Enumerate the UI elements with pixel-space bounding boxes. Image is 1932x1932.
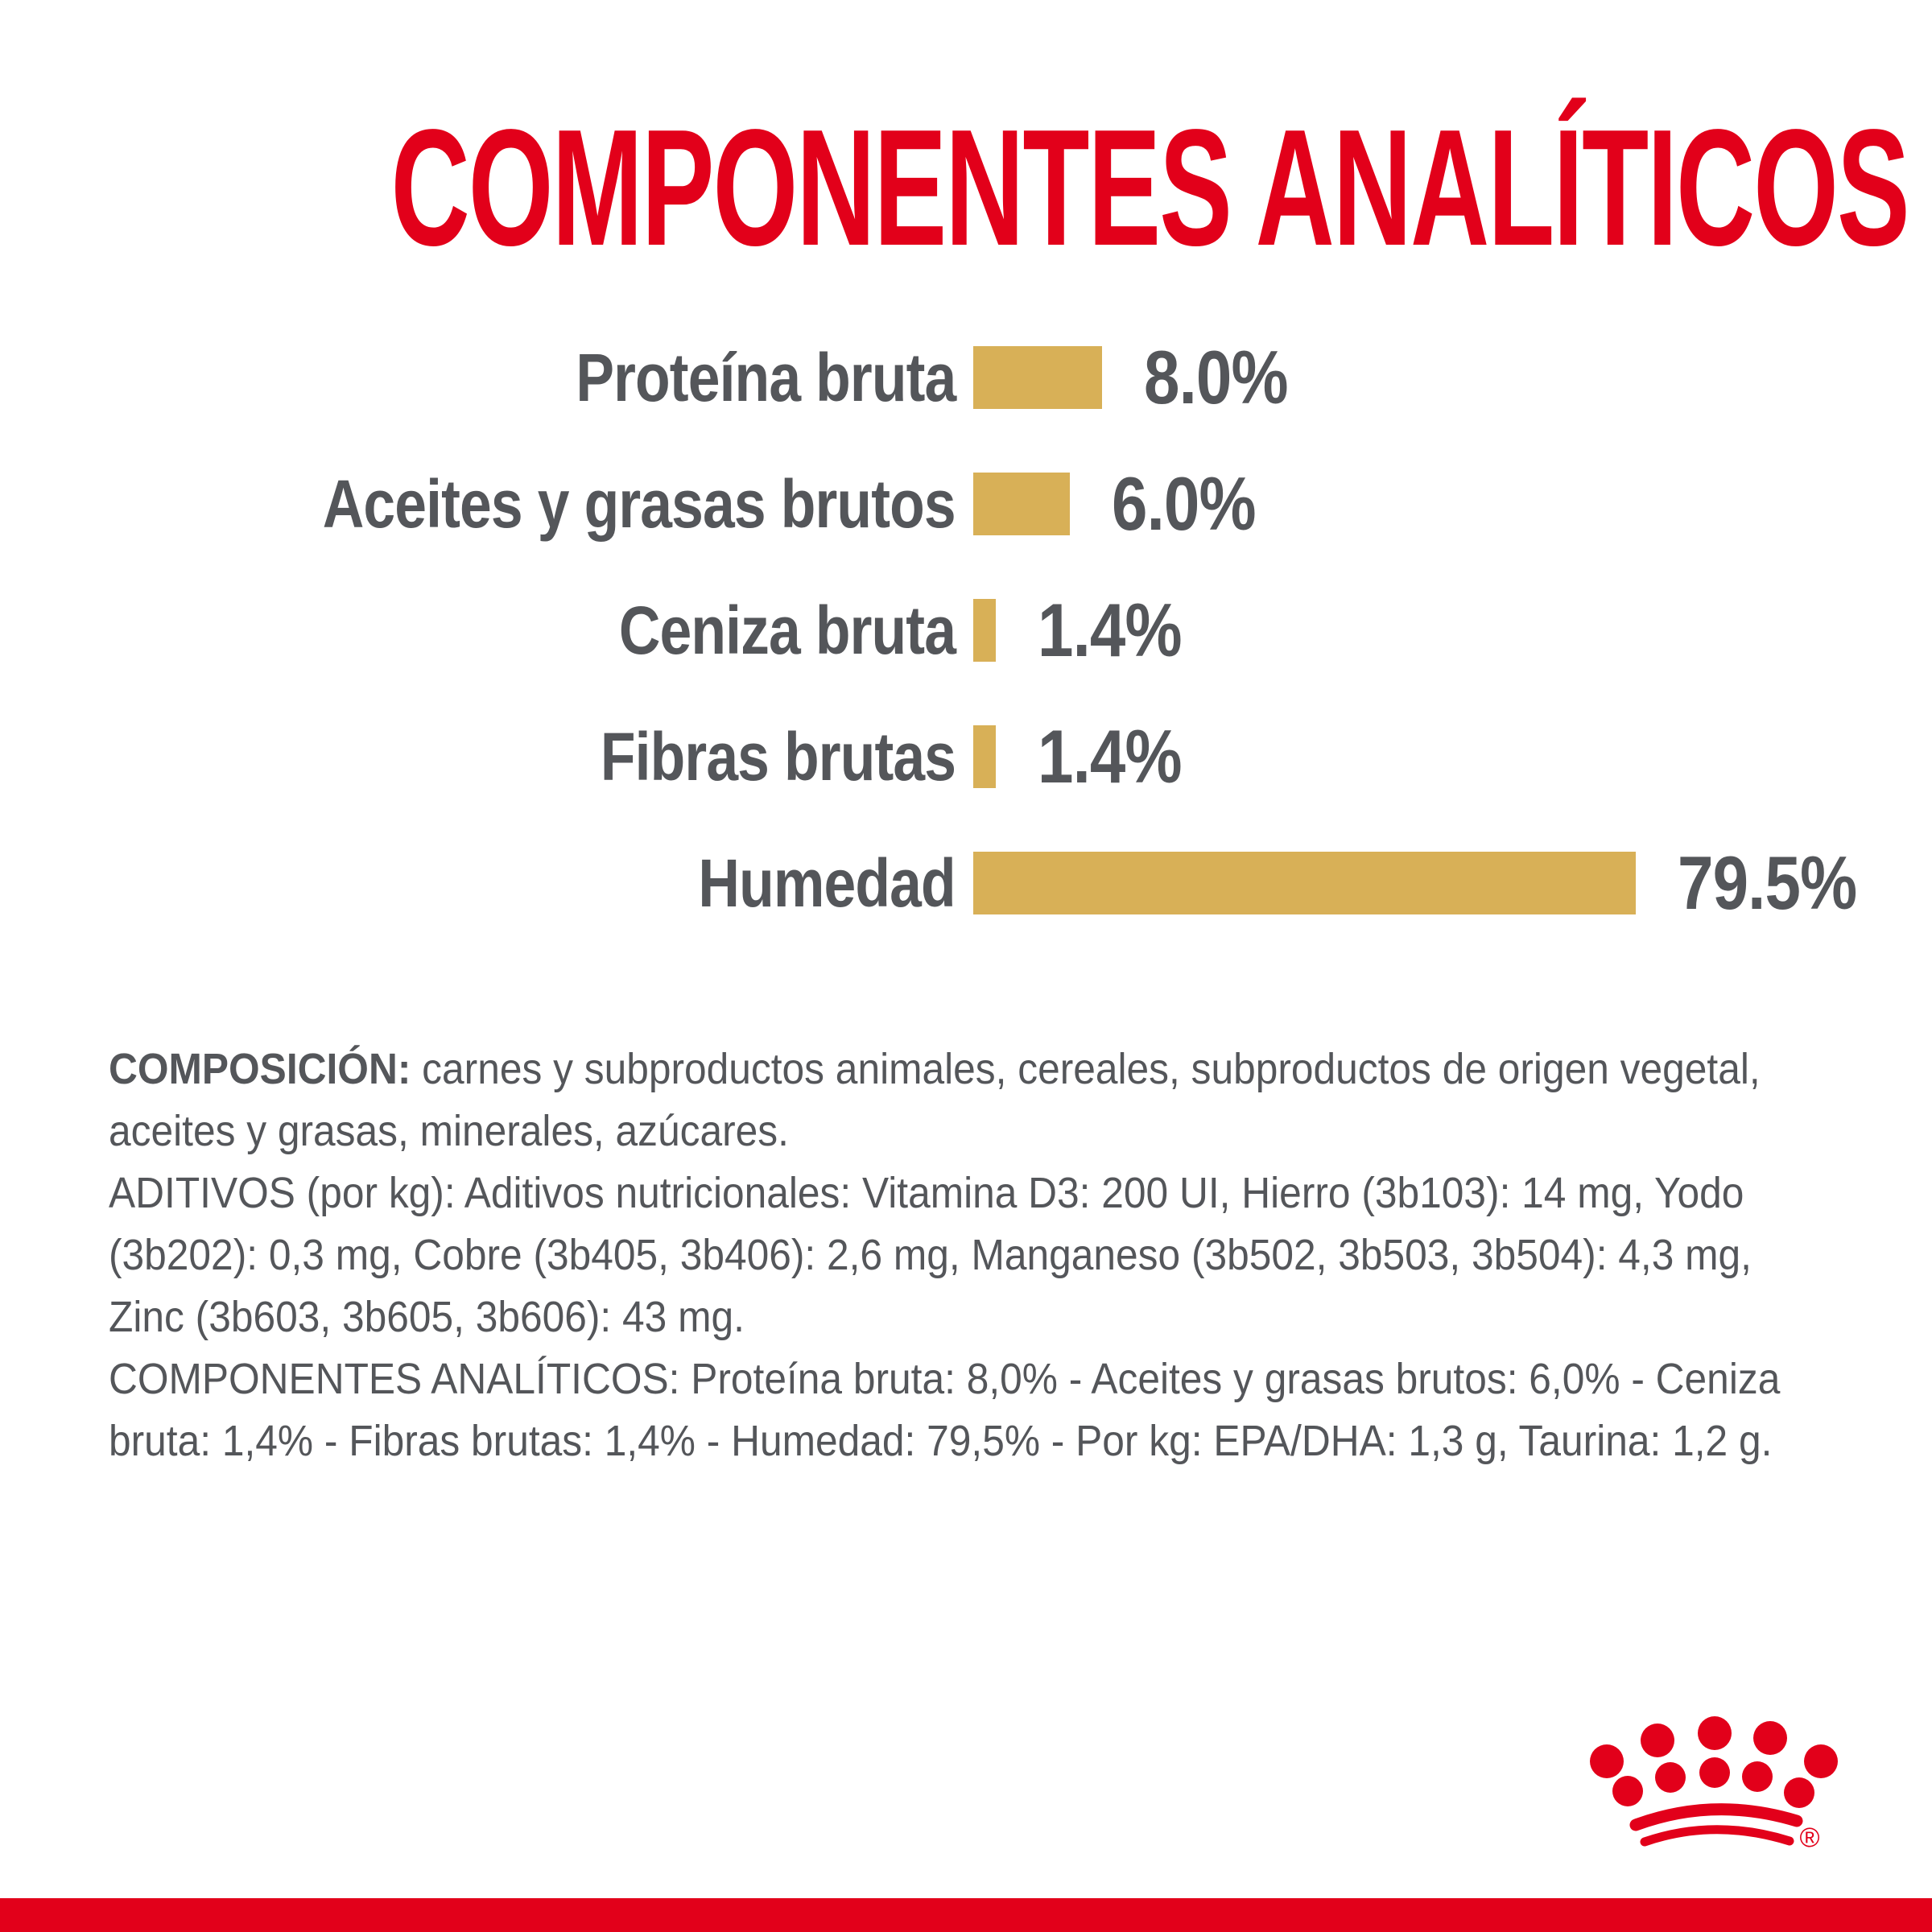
crown-dot — [1655, 1762, 1686, 1793]
bar-value: 79.5% — [1678, 840, 1857, 925]
bar-label-cell: Ceniza bruta — [0, 592, 956, 670]
bar-label-cell: Humedad — [0, 844, 956, 923]
bar-label: Ceniza bruta — [618, 592, 956, 668]
bar — [973, 725, 996, 788]
crown-dot — [1753, 1721, 1787, 1755]
composition-text-block: COMPOSICIÓN: carnes y subproductos anima… — [109, 1038, 1928, 1472]
info-line-text: aceites y grasas, minerales, azúcares. — [109, 1107, 789, 1155]
crown-dot — [1804, 1744, 1838, 1778]
bar-label-cell: Aceites y grasas brutos — [0, 465, 956, 543]
info-line-text: bruta: 1,4% - Fibras brutas: 1,4% - Hume… — [109, 1417, 1773, 1465]
page-title: COMPONENTES ANALÍTICOS — [0, 95, 1932, 280]
crown-dot — [1698, 1716, 1732, 1750]
chart-row: Humedad 79.5% — [0, 840, 1932, 925]
crown-arc-upper — [1629, 1803, 1803, 1831]
chart-row: Fibras brutas 1.4% — [0, 714, 1932, 799]
bar — [973, 599, 996, 662]
crown-dot — [1612, 1776, 1643, 1806]
bar-value: 6.0% — [1112, 461, 1257, 546]
info-text-line: bruta: 1,4% - Fibras brutas: 1,4% - Hume… — [109, 1410, 1782, 1472]
bar — [973, 852, 1636, 914]
info-line-bold-prefix: COMPOSICIÓN: — [109, 1045, 411, 1093]
info-text-line: ADITIVOS (por kg): Aditivos nutricionale… — [109, 1162, 1782, 1224]
info-text-line: COMPONENTES ANALÍTICOS: Proteína bruta: … — [109, 1348, 1782, 1410]
bar — [973, 346, 1102, 409]
info-line-text: ADITIVOS (por kg): Aditivos nutricionale… — [109, 1169, 1744, 1217]
info-line-text: COMPONENTES ANALÍTICOS: Proteína bruta: … — [109, 1355, 1781, 1403]
crown-dot — [1590, 1744, 1624, 1778]
chart-row: Ceniza bruta 1.4% — [0, 588, 1932, 672]
crown-dot — [1699, 1757, 1730, 1788]
bar-value-cell: 8.0% — [1144, 334, 1313, 421]
info-line-text: Zinc (3b603, 3b605, 3b606): 43 mg. — [109, 1293, 745, 1341]
registered-trademark-icon: ® — [1799, 1823, 1819, 1853]
bar-value: 1.4% — [1038, 588, 1183, 672]
info-text-line: Zinc (3b603, 3b605, 3b606): 43 mg. — [109, 1286, 1782, 1348]
bar — [973, 473, 1070, 535]
crown-dot — [1641, 1724, 1674, 1757]
bottom-red-strip — [0, 1898, 1932, 1932]
chart-row: Proteína bruta 8.0% — [0, 335, 1932, 419]
info-line-text: carnes y subproductos animales, cereales… — [411, 1045, 1761, 1093]
bar-label: Humedad — [698, 844, 956, 921]
crown-dot — [1784, 1777, 1814, 1808]
bar-value: 1.4% — [1038, 714, 1183, 799]
crown-dots — [1590, 1716, 1838, 1808]
bar-label-cell: Proteína bruta — [0, 339, 956, 417]
bar-value-cell: 1.4% — [1038, 587, 1207, 674]
info-text-line: aceites y grasas, minerales, azúcares. — [109, 1100, 1782, 1162]
info-text-line: COMPOSICIÓN: carnes y subproductos anima… — [109, 1038, 1782, 1100]
info-text-line: (3b202): 0,3 mg, Cobre (3b405, 3b406): 2… — [109, 1224, 1782, 1286]
crown-arcs — [1629, 1803, 1803, 1847]
bar-label: Fibras brutas — [600, 718, 956, 795]
chart-row: Aceites y grasas brutos 6.0% — [0, 461, 1932, 546]
page-title-text: COMPONENTES ANALÍTICOS — [390, 95, 1910, 280]
crown-dot — [1742, 1761, 1773, 1792]
bar-label: Aceites y grasas brutos — [322, 465, 956, 542]
royal-canin-crown-logo: ® — [1590, 1716, 1838, 1853]
bar-value: 8.0% — [1144, 335, 1289, 419]
info-line-text: (3b202): 0,3 mg, Cobre (3b405, 3b406): 2… — [109, 1231, 1752, 1279]
analytical-components-bar-chart: Proteína bruta 8.0% Aceites y grasas bru… — [0, 335, 1932, 978]
bar-label-cell: Fibras brutas — [0, 718, 956, 796]
bar-label: Proteína bruta — [575, 339, 956, 415]
crown-arc-lower — [1640, 1825, 1794, 1847]
bar-value-cell: 79.5% — [1678, 840, 1889, 927]
bar-value-cell: 1.4% — [1038, 713, 1207, 800]
bar-value-cell: 6.0% — [1112, 460, 1281, 547]
